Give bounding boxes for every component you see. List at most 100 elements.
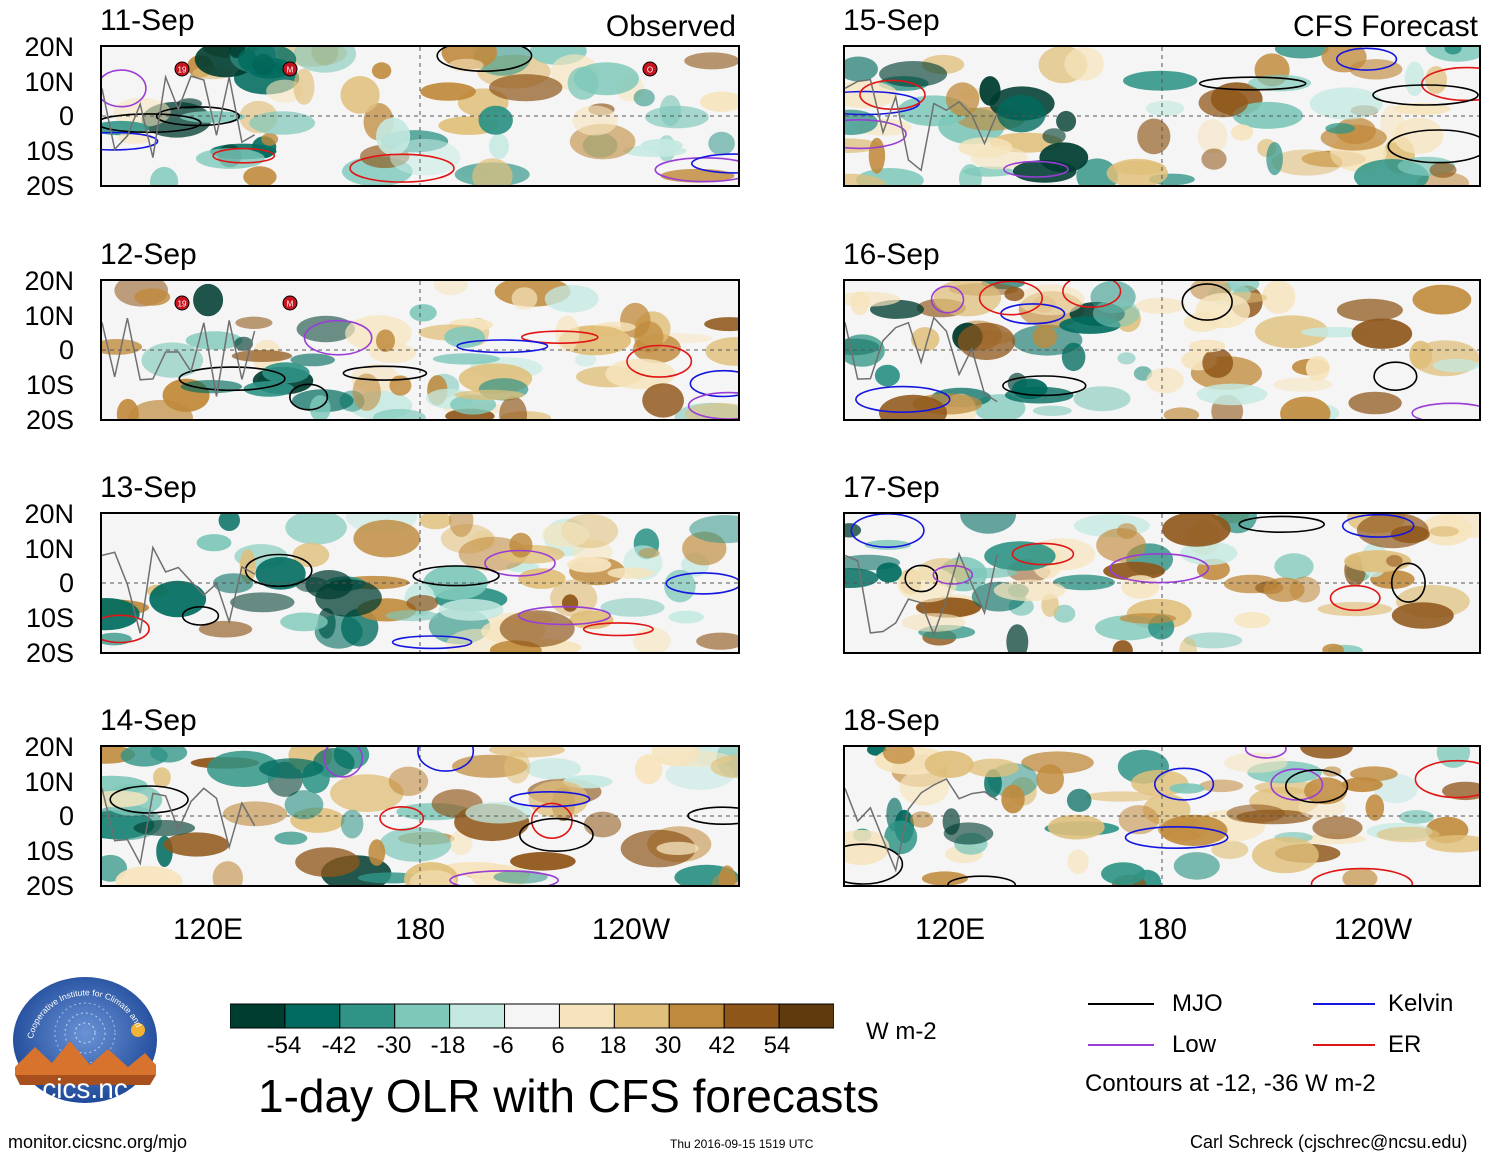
olr-anomaly-blob <box>1425 66 1447 94</box>
olr-anomaly-blob <box>528 780 589 818</box>
wave-contour <box>1062 281 1122 308</box>
wave-contour <box>691 153 738 174</box>
wave-contour <box>1411 402 1479 419</box>
olr-anomaly-blob <box>607 567 654 579</box>
olr-anomaly-blob <box>1386 555 1403 567</box>
olr-anomaly-blob <box>910 811 934 828</box>
olr-anomaly-blob <box>1117 352 1136 365</box>
olr-anomaly-blob <box>223 801 288 827</box>
olr-anomaly-blob <box>376 117 411 156</box>
observed-heading: Observed <box>605 10 736 43</box>
olr-anomaly-blob <box>1118 805 1159 835</box>
olr-anomaly-blob <box>195 148 265 169</box>
olr-anomaly-blob <box>705 337 738 366</box>
lat-label-20n: 20N <box>24 32 74 62</box>
wave-contour <box>930 285 965 314</box>
lat-label-10s: 10S <box>25 836 74 866</box>
olr-anomaly-blob <box>499 396 527 419</box>
olr-anomaly-blob <box>1197 119 1228 154</box>
olr-anomaly-blob <box>1067 849 1089 874</box>
colorbar-label: -30 <box>376 1032 412 1059</box>
olr-anomaly-blob <box>180 380 243 394</box>
olr-anomaly-blob <box>150 166 179 185</box>
lat-label-20n: 20N <box>24 732 74 762</box>
olr-anomaly-blob <box>489 747 565 758</box>
coastline <box>102 74 255 158</box>
olr-anomaly-blob <box>1348 391 1402 415</box>
colorbar-swatch <box>668 1003 725 1029</box>
olr-anomaly-blob <box>212 861 243 885</box>
olr-field <box>845 47 1479 185</box>
olr-anomaly-blob <box>406 595 439 612</box>
lat-label-20n: 20N <box>24 266 74 296</box>
olr-anomaly-blob <box>575 353 597 367</box>
lat-label-20s: 20S <box>25 171 74 201</box>
olr-anomaly-blob <box>237 47 297 76</box>
lon-label-120e: 120E <box>172 913 244 946</box>
olr-anomaly-blob <box>1280 396 1331 419</box>
storm-marker-label: 19 <box>178 300 187 309</box>
wave-contour <box>1341 514 1415 538</box>
olr-anomaly-blob <box>230 592 295 613</box>
olr-map <box>843 279 1481 421</box>
olr-anomaly-blob <box>958 137 1013 158</box>
olr-anomaly-blob <box>689 515 738 544</box>
lon-label-120w: 120W <box>591 913 671 946</box>
storm-marker-disc <box>174 295 190 311</box>
wave-contour <box>1329 584 1381 612</box>
olr-anomaly-blob <box>883 747 915 764</box>
wave-contour <box>178 366 286 392</box>
olr-anomaly-blob <box>1391 602 1454 629</box>
olr-anomaly-blob <box>1042 128 1066 144</box>
olr-anomaly-blob <box>960 514 1016 534</box>
olr-anomaly-blob <box>373 409 426 419</box>
olr-anomaly-blob <box>555 315 580 352</box>
wave-contour <box>1238 515 1326 534</box>
wave-contour <box>626 344 693 378</box>
lon-label-180: 180 <box>394 913 446 946</box>
olr-anomaly-blob <box>290 353 335 367</box>
wave-contour <box>509 790 591 808</box>
olr-anomaly-blob <box>293 47 357 73</box>
olr-anomaly-blob <box>1412 284 1472 315</box>
legend-label-mjo: MJO <box>1172 990 1223 1017</box>
olr-anomaly-blob <box>433 281 468 296</box>
legend-label-kelvin: Kelvin <box>1388 990 1454 1017</box>
colorbar-swatch <box>449 1003 506 1029</box>
olr-anomaly-blob <box>376 329 395 352</box>
lat-label-10n: 10N <box>24 301 74 331</box>
olr-field: 19 M <box>102 281 738 419</box>
olr-anomaly-blob <box>1121 575 1160 599</box>
olr-anomaly-blob <box>711 872 738 885</box>
colorbar-swatch <box>723 1003 780 1029</box>
olr-anomaly-blob <box>235 316 273 329</box>
olr-anomaly-blob <box>1444 47 1462 55</box>
olr-anomaly-blob <box>1006 624 1029 652</box>
olr-anomaly-blob <box>330 774 404 813</box>
olr-anomaly-blob <box>1309 87 1383 120</box>
coastline <box>845 316 998 403</box>
olr-anomaly-blob <box>566 557 612 573</box>
olr-anomaly-blob <box>1211 840 1249 859</box>
olr-anomaly-blob <box>1001 784 1025 814</box>
lat-label-10n: 10N <box>24 67 74 97</box>
olr-anomaly-blob <box>1123 70 1198 91</box>
wave-contour <box>1390 562 1426 603</box>
coastline <box>845 551 998 637</box>
olr-anomaly-blob <box>1425 835 1479 853</box>
olr-anomaly-blob <box>207 750 281 787</box>
wave-contour <box>1154 767 1215 801</box>
olr-anomaly-blob <box>1429 162 1457 178</box>
lon-label-120w: 120W <box>1333 913 1413 946</box>
colorbar-swatch <box>394 1003 451 1029</box>
olr-anomaly-blob <box>261 132 279 146</box>
olr-anomaly-blob <box>1234 612 1271 629</box>
colorbar-swatch <box>613 1003 670 1029</box>
olr-anomaly-blob <box>993 579 1066 602</box>
olr-field <box>102 747 738 885</box>
olr-anomaly-blob <box>1179 637 1197 652</box>
olr-anomaly-blob <box>1053 604 1076 623</box>
wave-contour <box>181 606 220 626</box>
olr-anomaly-blob <box>544 285 599 313</box>
olr-anomaly-blob <box>1119 613 1177 624</box>
